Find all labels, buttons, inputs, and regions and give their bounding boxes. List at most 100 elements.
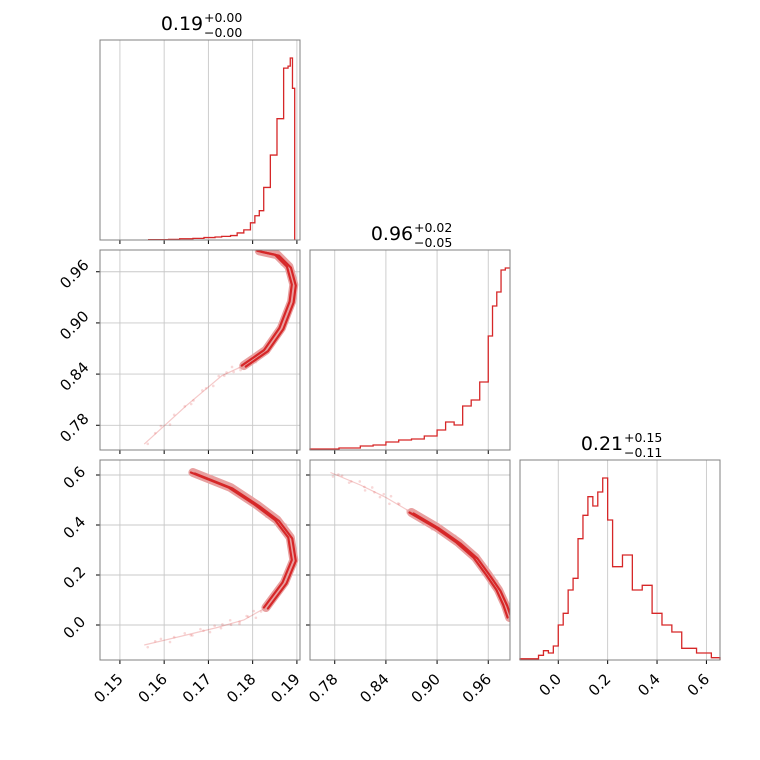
scatter-area — [144, 468, 299, 649]
sample-point — [232, 370, 235, 374]
sample-trail — [330, 471, 510, 618]
sample-point — [172, 635, 176, 639]
x-tick-label: 0.0 — [536, 670, 566, 700]
p1-marginal-panel: 0.19 +0.00−0.00 — [99, 10, 301, 244]
p1-vs-p3-panel: 0.15 0.16 0.17 0.18 0.19 0.0 0.2 0.4 0.6 — [60, 459, 304, 706]
contour-line-outer — [412, 512, 510, 618]
sample-point — [230, 365, 234, 369]
sample-point — [189, 633, 193, 637]
sample-point — [199, 627, 202, 631]
y-tick-label: 0.4 — [60, 513, 90, 543]
contour-line-inner — [240, 250, 293, 367]
contour-line-inner — [189, 471, 293, 609]
title-lower-error: −0.05 — [414, 235, 452, 250]
sample-point — [246, 615, 250, 618]
x-tick-label: 0.78 — [305, 670, 341, 706]
density-fill — [406, 508, 510, 622]
sample-point — [223, 374, 226, 378]
y-tick-label: 0.6 — [60, 463, 90, 493]
y-tick-label: 0.0 — [60, 613, 90, 643]
sample-point — [229, 623, 233, 627]
title-lower-error: −0.11 — [624, 445, 662, 460]
x-tick-label: 0.2 — [585, 670, 615, 700]
sample-point — [159, 424, 163, 428]
p3-marginal-panel: 0.0 0.2 0.4 0.6 0.21 +0.15−0.11 — [519, 430, 721, 700]
sample-point — [373, 491, 376, 494]
sample-point — [239, 368, 242, 372]
y-tick-label: 0.2 — [60, 563, 90, 593]
p2-marginal-panel: 0.96 +0.02−0.05 — [309, 220, 511, 454]
x-tick-label: 0.15 — [90, 670, 126, 706]
sample-point — [252, 609, 256, 613]
sample-point — [183, 405, 187, 408]
sample-point — [159, 637, 163, 641]
sample-point — [254, 616, 258, 620]
panel-title: 0.19 — [161, 13, 203, 35]
sample-point — [389, 494, 393, 498]
sample-point — [146, 645, 150, 649]
panel-frame — [99, 39, 301, 241]
sample-point — [202, 629, 205, 632]
sample-point — [349, 480, 353, 483]
sample-point — [189, 402, 193, 406]
scatter-area — [143, 250, 299, 446]
sample-point — [153, 639, 157, 643]
title-upper-error: +0.02 — [414, 220, 452, 235]
sample-point — [370, 486, 374, 489]
y-tick-label: 0.78 — [56, 410, 92, 446]
sample-point — [217, 374, 221, 378]
p2-vs-p3-panel: 0.78 0.84 0.90 0.96 — [305, 459, 511, 706]
title-upper-error: +0.15 — [624, 430, 662, 445]
sample-point — [219, 626, 223, 630]
sample-point — [396, 502, 400, 505]
contour-line-inner — [408, 511, 509, 619]
sample-point — [245, 614, 248, 618]
sample-point — [347, 481, 351, 484]
panel-frame — [99, 459, 301, 661]
sample-point — [378, 495, 382, 499]
p1-vs-p2-panel: 0.78 0.84 0.90 0.96 — [56, 249, 301, 454]
contour-line-outer — [193, 472, 297, 610]
y-tick-label: 0.90 — [56, 307, 92, 343]
sample-point — [221, 623, 224, 626]
x-tick-label: 0.19 — [267, 670, 303, 706]
sample-point — [172, 413, 176, 417]
x-tick-label: 0.18 — [223, 670, 259, 706]
x-tick-label: 0.90 — [408, 670, 444, 706]
sample-point — [398, 502, 401, 506]
sample-point — [211, 384, 215, 388]
sample-point — [238, 620, 241, 624]
sample-point — [153, 431, 157, 435]
sample-point — [388, 502, 391, 506]
x-tick-label: 0.84 — [356, 670, 392, 706]
sample-point — [382, 492, 386, 496]
panel-title: 0.96 — [371, 223, 413, 245]
x-tick-label: 0.17 — [179, 670, 215, 706]
panel-frame — [309, 459, 511, 661]
histogram-step-line — [148, 57, 296, 241]
sample-point — [363, 485, 366, 489]
x-tick-label: 0.4 — [634, 670, 664, 700]
x-tick-label: 0.6 — [684, 670, 714, 700]
sample-point — [331, 475, 335, 478]
x-tick-label: 0.16 — [135, 670, 171, 706]
sample-point — [168, 423, 172, 426]
sample-point — [183, 632, 187, 635]
sample-point — [337, 473, 340, 476]
scatter-area — [330, 471, 510, 622]
sample-point — [363, 489, 367, 492]
sample-point — [208, 630, 212, 634]
panel-frame — [309, 249, 511, 451]
sample-trail — [144, 471, 295, 646]
x-tick-label: 0.96 — [459, 670, 495, 706]
histogram-step-line — [309, 267, 510, 450]
sample-point — [192, 399, 195, 402]
panel-frame — [99, 249, 301, 451]
sample-point — [228, 618, 232, 622]
sample-point — [204, 386, 208, 390]
sample-point — [213, 624, 216, 628]
sample-point — [225, 371, 228, 374]
title-upper-error: +0.00 — [204, 10, 242, 25]
